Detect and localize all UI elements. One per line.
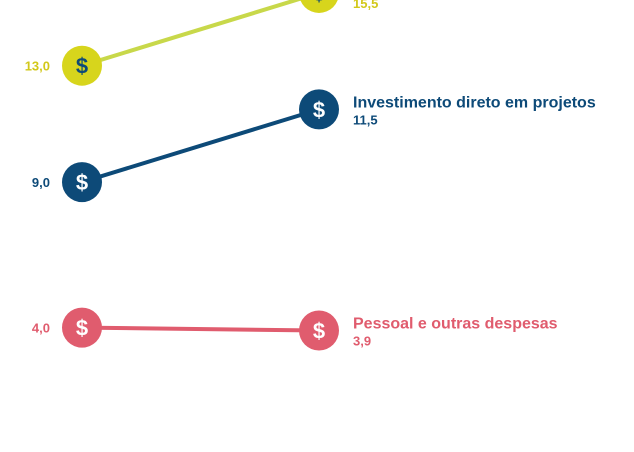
series-2-end-label: 3,9 [353, 334, 371, 349]
series-1-line [80, 107, 321, 185]
dollar-icon: $ [313, 97, 325, 122]
series-1-marker-start [62, 162, 102, 203]
series-1-marker-end [299, 89, 339, 130]
series-0-marker-end [300, 0, 338, 13]
series-0-line [80, 0, 303, 68]
series-2-marker-start [62, 307, 102, 348]
series-0-start-label: 13,0 [25, 59, 50, 74]
series-1-start-label: 9,0 [32, 175, 50, 190]
series-2-start-label: 4,0 [32, 321, 50, 336]
series-2-name: Pessoal e outras despesas [353, 316, 558, 333]
dollar-icon: $ [313, 0, 325, 6]
dollar-icon: $ [313, 319, 325, 344]
dollar-icon: $ [76, 170, 88, 195]
series-1-name: Investimento direto em projetos [353, 94, 596, 111]
series-2-line [80, 325, 321, 333]
series-0-end-label: 15,5 [353, 0, 378, 11]
dollar-icon: $ [76, 54, 88, 79]
dollar-icon: $ [76, 316, 88, 341]
series-1-end-label: 11,5 [353, 112, 378, 127]
series-2-marker-end [299, 310, 339, 351]
series-0-marker-start [62, 45, 102, 86]
